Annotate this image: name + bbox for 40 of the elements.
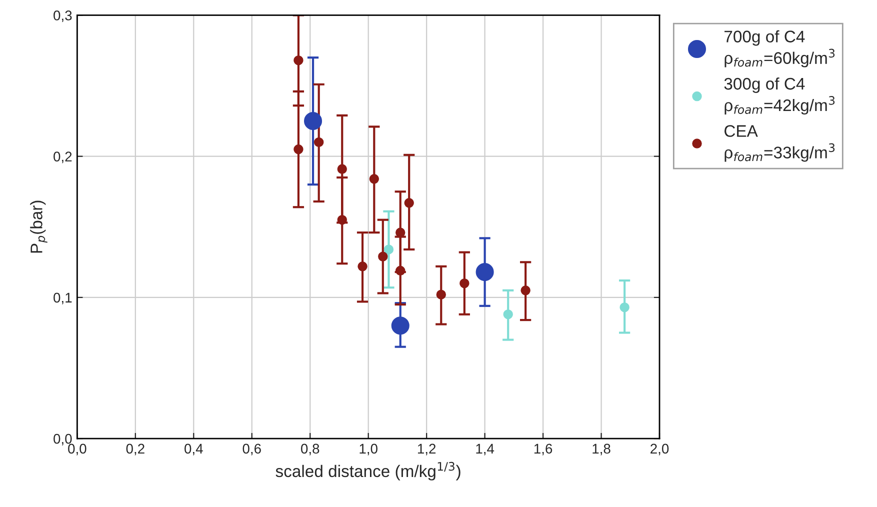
x-tick-label: 0,2 bbox=[126, 444, 144, 456]
x-tick-label: 1,0 bbox=[360, 444, 378, 456]
y-tick-label: 0,3 bbox=[54, 10, 72, 22]
y-axis-title: P$_{p}$(bar) bbox=[30, 200, 48, 253]
x-tick-label: 0,8 bbox=[300, 444, 320, 456]
point bbox=[436, 290, 446, 300]
point bbox=[304, 112, 322, 130]
x-tick-label: 1,8 bbox=[592, 444, 610, 456]
point bbox=[314, 137, 324, 148]
point bbox=[476, 263, 494, 282]
x-tick-label: 1,6 bbox=[534, 444, 552, 456]
point bbox=[391, 316, 410, 335]
point bbox=[520, 286, 530, 296]
point bbox=[396, 228, 406, 238]
x-tick-label: 1,2 bbox=[418, 444, 436, 456]
x-tick-label: 2,0 bbox=[650, 444, 669, 456]
x-tick-label: 1,4 bbox=[476, 444, 494, 456]
point bbox=[337, 164, 347, 174]
x-tick-label: 0,4 bbox=[184, 444, 203, 456]
x-tick-label: 0,6 bbox=[242, 444, 261, 456]
point bbox=[404, 198, 414, 208]
x-axis-title: scaled distance (m/kg$^{1/3}$) bbox=[276, 462, 460, 480]
y-tick-label: 0,2 bbox=[54, 152, 72, 164]
point bbox=[620, 302, 630, 312]
point bbox=[294, 144, 304, 154]
legend-label: 700g of C4 ρ$_{foam}$=60kg/m$^{3}$ bbox=[724, 30, 835, 68]
point bbox=[396, 266, 406, 276]
legend-label: 300g of C4 ρ$_{foam}$=42kg/m$^{3}$ bbox=[724, 77, 835, 115]
y-tick-label: 0,1 bbox=[54, 292, 72, 304]
point bbox=[378, 252, 388, 262]
y-tick-label: 0,0 bbox=[54, 434, 72, 446]
x-tick-label: 0,0 bbox=[68, 444, 86, 456]
point bbox=[460, 278, 470, 288]
point bbox=[358, 262, 368, 272]
point bbox=[384, 244, 394, 254]
legend-label: CEA ρ$_{foam}$=33kg/m$^{3}$ bbox=[724, 125, 835, 162]
point bbox=[503, 310, 513, 320]
point bbox=[337, 214, 347, 225]
point bbox=[369, 174, 380, 184]
point bbox=[294, 56, 304, 66]
